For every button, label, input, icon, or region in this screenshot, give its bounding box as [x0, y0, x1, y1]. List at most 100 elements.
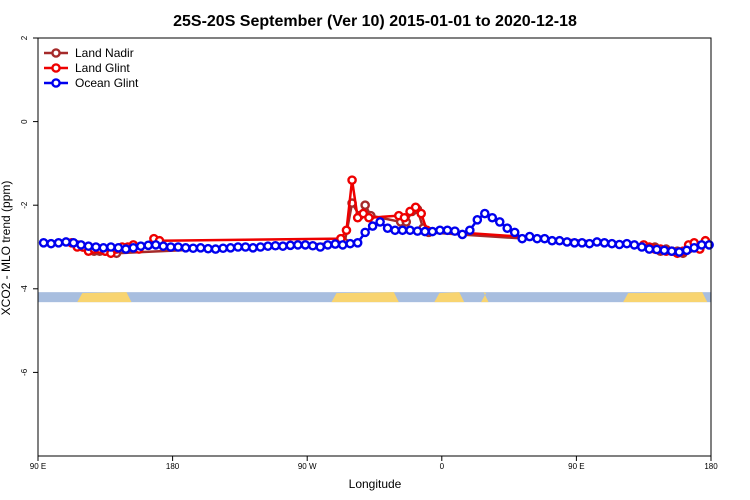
x-tick-label: 90 W [298, 462, 317, 471]
data-point [696, 240, 707, 250]
land-segment [331, 292, 399, 303]
series-group [38, 208, 714, 257]
data-point [360, 227, 370, 238]
y-tick-label: -6 [20, 368, 29, 376]
data-point [367, 221, 378, 231]
data-point [143, 240, 154, 251]
chart-title: 25S-20S September (Ver 10) 2015-01-01 to… [173, 13, 577, 30]
data-point [46, 238, 56, 249]
data-point [188, 243, 198, 254]
y-tick-label: -4 [20, 285, 29, 293]
data-point [360, 200, 370, 210]
data-point [270, 240, 281, 251]
data-point [121, 244, 131, 254]
series-layer [38, 175, 714, 259]
data-point [509, 227, 520, 238]
legend-item: Ocean Glint [44, 76, 139, 90]
data-point [416, 208, 427, 219]
data-point [345, 238, 355, 249]
data-point [637, 242, 647, 252]
y-axis-label: XCO2 - MLO trend (ppm) [0, 181, 13, 316]
land-ocean-band [38, 292, 711, 303]
data-point [465, 225, 475, 236]
data-point [539, 233, 550, 244]
data-point [255, 242, 266, 252]
data-point [517, 233, 527, 244]
data-point [622, 238, 632, 249]
data-point [203, 243, 213, 254]
data-point [532, 233, 542, 244]
data-point [233, 242, 243, 252]
data-point [218, 243, 228, 254]
data-point [106, 242, 116, 252]
data-point [704, 240, 714, 250]
legend-item: Land Nadir [44, 46, 134, 60]
data-point [390, 225, 400, 236]
data-point [405, 225, 415, 236]
data-point [651, 244, 662, 255]
data-point [644, 244, 655, 254]
data-point [397, 225, 408, 236]
data-point [681, 245, 692, 256]
data-point [98, 243, 109, 253]
data-point [382, 223, 393, 233]
data-point [629, 240, 640, 250]
x-tick-label: 180 [704, 462, 718, 471]
data-point [315, 242, 326, 252]
data-point [240, 242, 251, 252]
data-point [502, 223, 513, 233]
data-point [113, 243, 124, 253]
data-point [562, 237, 572, 247]
land-segment [434, 292, 465, 303]
data-point [341, 225, 352, 236]
data-point [479, 208, 490, 219]
data-point [494, 217, 505, 227]
data-point [76, 240, 86, 250]
data-point [278, 241, 288, 251]
data-point [61, 237, 71, 247]
data-point [285, 240, 296, 251]
data-point [375, 217, 385, 227]
data-point [128, 243, 139, 253]
legend-marker [51, 78, 61, 88]
data-point [195, 243, 206, 253]
data-point [427, 226, 438, 237]
legend-label: Land Glint [75, 61, 130, 75]
data-point [330, 239, 341, 249]
data-point [457, 229, 468, 240]
land-segment [77, 292, 132, 303]
data-point [689, 243, 699, 253]
data-point [180, 243, 191, 253]
legend-item: Land Glint [44, 61, 130, 75]
y-axis: 2 0 -2 -4 -6 [20, 35, 38, 376]
x-tick-label: 90 E [568, 462, 584, 471]
data-point [442, 225, 453, 236]
data-point [569, 238, 580, 248]
data-point [300, 240, 311, 250]
land-segment [481, 292, 489, 303]
data-point [659, 245, 670, 256]
data-point [547, 235, 557, 246]
data-point [68, 238, 79, 248]
data-point [435, 225, 445, 236]
data-point [53, 238, 64, 248]
legend-marker [51, 48, 61, 58]
data-point [352, 238, 363, 248]
data-point [293, 240, 303, 250]
data-point [592, 237, 602, 247]
data-point [412, 226, 423, 236]
data-point [347, 175, 357, 185]
data-point [83, 241, 94, 251]
data-point [472, 215, 483, 225]
y-tick-label: 2 [20, 35, 29, 40]
data-point [614, 239, 625, 250]
data-point [399, 212, 410, 223]
land-segment [623, 292, 708, 303]
data-point [210, 244, 221, 254]
data-point [91, 242, 101, 252]
data-point [38, 238, 49, 248]
legend-marker [51, 63, 61, 73]
data-point [337, 240, 348, 250]
